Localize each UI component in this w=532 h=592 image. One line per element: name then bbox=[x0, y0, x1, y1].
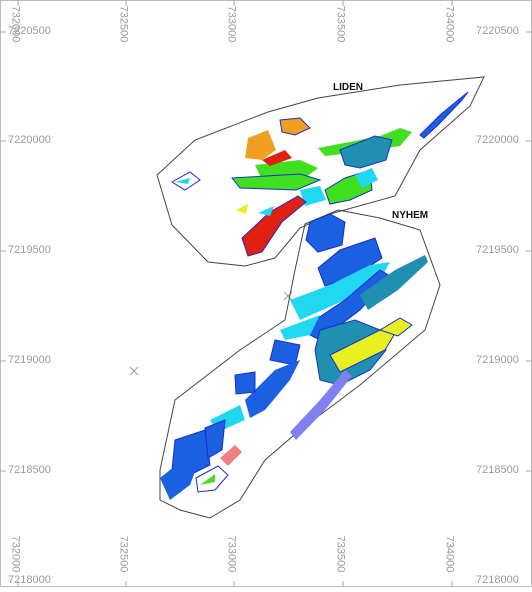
y-tick-right-7218500: 7218500 bbox=[476, 464, 519, 476]
y-tick-left-7218000: 7218000 bbox=[8, 574, 51, 586]
liden-boundary[interactable] bbox=[156, 76, 485, 267]
x-tick-top-733500: 733500 bbox=[334, 5, 347, 43]
zone-label-nyhem: NYHEM bbox=[392, 210, 429, 221]
y-tick-left-7219000: 7219000 bbox=[8, 354, 51, 366]
x-tick-bottom-734000: 734000 bbox=[443, 535, 456, 573]
x-tick-top-734000: 734000 bbox=[443, 5, 456, 43]
nyhem-orebodies bbox=[160, 213, 428, 500]
x-tick-bottom-732500: 732500 bbox=[117, 535, 130, 573]
y-tick-right-7219000: 7219000 bbox=[476, 354, 519, 366]
y-tick-right-7220000: 7220000 bbox=[476, 134, 519, 146]
x-tick-bottom-732000: 732000 bbox=[9, 535, 22, 573]
y-tick-left-7219500: 7219500 bbox=[8, 244, 51, 256]
x-tick-top-732500: 732500 bbox=[117, 5, 130, 43]
liden-orebodies bbox=[171, 91, 469, 257]
y-tick-right-7219500: 7219500 bbox=[476, 244, 519, 256]
zone-label-liden: LIDEN bbox=[333, 82, 363, 93]
y-tick-left-7220500: 7220500 bbox=[8, 25, 51, 37]
y-tick-right-7220500: 7220500 bbox=[476, 25, 519, 37]
x-tick-top-733000: 733000 bbox=[225, 5, 238, 43]
cross-markers bbox=[129, 291, 293, 376]
y-tick-left-7220000: 7220000 bbox=[8, 134, 51, 146]
y-tick-right-7218000: 7218000 bbox=[476, 574, 519, 586]
nyhem-boundary[interactable] bbox=[159, 209, 441, 519]
y-tick-left-7218500: 7218500 bbox=[8, 464, 51, 476]
x-tick-bottom-733000: 733000 bbox=[225, 535, 238, 573]
x-tick-bottom-733500: 733500 bbox=[334, 535, 347, 573]
